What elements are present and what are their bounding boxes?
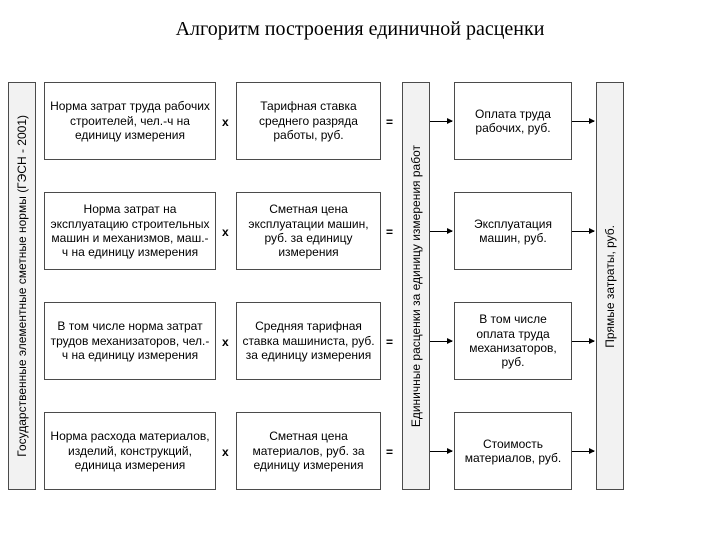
vband-direct-costs: Прямые затраты, руб. — [596, 82, 624, 490]
box-norm-machines: Норма затрат на эксплуатацию строительны… — [44, 192, 216, 270]
box-text: В том числе норма затрат трудов механиза… — [49, 319, 211, 362]
arrow-4b — [572, 451, 594, 452]
box-material-cost: Стоимость материалов, руб. — [454, 412, 572, 490]
arrow-4a — [430, 451, 452, 452]
box-norm-labor: Норма затрат труда рабочих строителей, ч… — [44, 82, 216, 160]
box-text: Средняя тарифная ставка машиниста, руб. … — [241, 319, 376, 362]
op-eq-4: = — [386, 445, 393, 459]
box-machine-use: Эксплуатация машин, руб. — [454, 192, 572, 270]
op-mult-1: х — [222, 115, 229, 129]
box-text: Норма расхода материалов, изделий, конст… — [49, 429, 211, 472]
box-text: Эксплуатация машин, руб. — [459, 217, 567, 246]
box-text: Сметная цена эксплуатации машин, руб. за… — [241, 202, 376, 260]
op-eq-1: = — [386, 115, 393, 129]
box-text: Стоимость материалов, руб. — [459, 437, 567, 466]
box-material-price: Сметная цена материалов, руб. за единицу… — [236, 412, 381, 490]
box-text: Норма затрат на эксплуатацию строительны… — [49, 202, 211, 260]
box-operator-pay: В том числе оплата труда механизаторов, … — [454, 302, 572, 380]
arrow-3a — [430, 341, 452, 342]
vband-gesn-label: Государственные элементные сметные нормы… — [15, 115, 29, 457]
box-text: Сметная цена материалов, руб. за единицу… — [241, 429, 376, 472]
box-text: Тарифная ставка среднего разряда работы,… — [241, 99, 376, 142]
op-mult-3: х — [222, 335, 229, 349]
vband-direct-costs-label: Прямые затраты, руб. — [603, 225, 617, 348]
box-operator-rate: Средняя тарифная ставка машиниста, руб. … — [236, 302, 381, 380]
arrow-1b — [572, 121, 594, 122]
op-mult-4: х — [222, 445, 229, 459]
box-labor-pay: Оплата труда рабочих, руб. — [454, 82, 572, 160]
vband-gesn: Государственные элементные сметные нормы… — [8, 82, 36, 490]
op-mult-2: х — [222, 225, 229, 239]
arrow-1a — [430, 121, 452, 122]
box-text: Норма затрат труда рабочих строителей, ч… — [49, 99, 211, 142]
box-norm-operators: В том числе норма затрат трудов механиза… — [44, 302, 216, 380]
box-text: В том числе оплата труда механизаторов, … — [459, 312, 567, 370]
diagram-title: Алгоритм построения единичной расценки — [0, 0, 720, 41]
vband-unit-rates: Единичные расценки за единицу измерения … — [402, 82, 430, 490]
vband-unit-rates-label: Единичные расценки за единицу измерения … — [409, 145, 423, 427]
box-machine-price: Сметная цена эксплуатации машин, руб. за… — [236, 192, 381, 270]
box-text: Оплата труда рабочих, руб. — [459, 107, 567, 136]
box-tariff-rate: Тарифная ставка среднего разряда работы,… — [236, 82, 381, 160]
arrow-2b — [572, 231, 594, 232]
arrow-3b — [572, 341, 594, 342]
op-eq-2: = — [386, 225, 393, 239]
box-norm-materials: Норма расхода материалов, изделий, конст… — [44, 412, 216, 490]
arrow-2a — [430, 231, 452, 232]
op-eq-3: = — [386, 335, 393, 349]
diagram-stage: Государственные элементные сметные нормы… — [8, 60, 712, 530]
